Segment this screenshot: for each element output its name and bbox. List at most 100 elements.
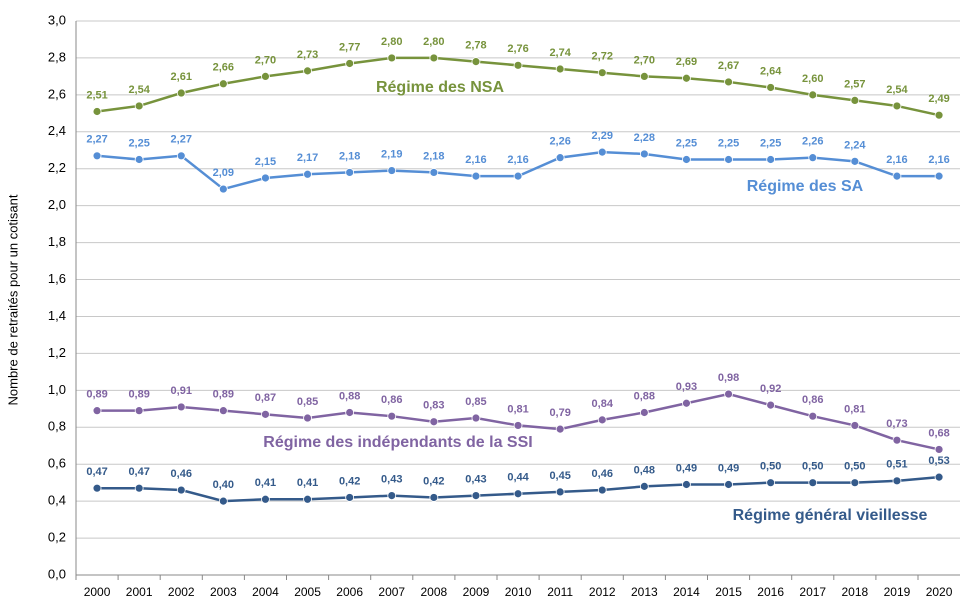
data-point — [892, 171, 902, 181]
data-label: 0,50 — [760, 461, 781, 473]
data-point — [218, 184, 228, 194]
data-point — [429, 53, 439, 63]
data-label: 0,68 — [928, 427, 949, 439]
data-point — [92, 483, 102, 493]
data-label: 2,16 — [507, 154, 528, 166]
data-point — [387, 166, 397, 175]
data-label: 0,92 — [760, 383, 781, 395]
data-label: 0,41 — [255, 477, 276, 489]
data-label: 2,28 — [634, 132, 655, 144]
data-label: 2,54 — [128, 84, 150, 96]
data-label: 0,40 — [213, 479, 234, 491]
data-point — [513, 489, 523, 499]
data-point — [218, 79, 228, 89]
data-point — [303, 494, 312, 504]
y-tick-label: 0,6 — [48, 456, 66, 471]
data-point — [597, 415, 607, 425]
data-point — [934, 472, 944, 482]
data-point — [345, 408, 355, 417]
data-point — [766, 155, 776, 164]
data-point — [850, 96, 860, 105]
data-label: 0,89 — [213, 389, 234, 401]
data-point — [808, 478, 818, 488]
data-label: 2,66 — [213, 62, 234, 74]
data-point — [639, 481, 649, 491]
data-label: 2,27 — [86, 134, 107, 146]
x-tick-label: 2001 — [126, 585, 153, 599]
series-annotation: Régime des SA — [747, 178, 864, 195]
data-point — [639, 72, 649, 81]
x-tick-label: 2002 — [168, 585, 195, 599]
data-label: 2,18 — [423, 150, 444, 162]
y-tick-label: 1,4 — [48, 308, 66, 323]
y-tick-label: 0,2 — [48, 530, 66, 545]
x-tick-label: 2014 — [673, 585, 700, 599]
y-tick-label: 2,6 — [48, 86, 66, 101]
data-point — [682, 155, 691, 164]
data-label: 2,57 — [844, 78, 865, 90]
data-label: 2,70 — [255, 54, 276, 66]
data-label: 2,09 — [213, 167, 234, 179]
y-tick-label: 2,2 — [48, 160, 66, 175]
y-tick-label: 1,2 — [48, 345, 66, 360]
data-label: 2,78 — [465, 40, 486, 52]
series-annotation: Régime des NSA — [376, 79, 504, 96]
data-label: 0,73 — [886, 418, 907, 430]
data-point — [513, 171, 523, 181]
data-point — [92, 406, 102, 416]
data-label: 0,47 — [128, 466, 149, 478]
data-label: 2,80 — [423, 36, 444, 48]
data-label: 0,47 — [86, 466, 107, 478]
y-tick-label: 0,8 — [48, 419, 66, 434]
data-point — [850, 421, 860, 430]
data-label: 0,43 — [381, 473, 402, 485]
data-point — [261, 494, 270, 504]
data-label: 2,64 — [760, 65, 782, 77]
data-label: 0,81 — [507, 403, 528, 415]
data-label: 2,49 — [928, 93, 949, 105]
data-point — [218, 406, 228, 416]
data-label: 0,91 — [171, 385, 192, 397]
data-point — [92, 107, 102, 116]
x-tick-label: 2008 — [420, 585, 447, 599]
x-tick-label: 2007 — [378, 585, 405, 599]
data-label: 0,49 — [718, 462, 739, 474]
data-label: 0,86 — [381, 394, 402, 406]
y-tick-label: 3,0 — [48, 12, 66, 27]
data-label: 2,73 — [297, 49, 318, 61]
data-label: 2,77 — [339, 41, 360, 53]
data-point — [176, 151, 186, 161]
data-point — [934, 110, 944, 120]
data-point — [387, 411, 397, 421]
data-point — [724, 480, 733, 489]
data-point — [303, 66, 312, 76]
data-label: 0,79 — [549, 407, 570, 419]
data-point — [682, 73, 691, 83]
data-point — [850, 478, 860, 488]
data-point — [303, 413, 312, 423]
data-label: 2,19 — [381, 148, 402, 160]
data-label: 0,53 — [928, 455, 949, 467]
data-label: 2,51 — [86, 89, 107, 101]
x-tick-label: 2020 — [926, 585, 953, 599]
data-point — [429, 417, 439, 427]
data-point — [345, 59, 355, 68]
y-tick-label: 0,0 — [48, 566, 66, 581]
data-point — [934, 445, 944, 454]
x-tick-label: 2011 — [547, 585, 573, 599]
data-label: 2,25 — [128, 137, 149, 149]
data-label: 0,48 — [634, 464, 655, 476]
data-point — [850, 156, 860, 166]
data-point — [724, 389, 733, 399]
x-tick-label: 2013 — [631, 585, 658, 599]
series-annotation: Régime général vieillesse — [733, 507, 928, 524]
data-label: 0,88 — [339, 390, 360, 402]
data-point — [682, 480, 691, 489]
data-point — [176, 402, 186, 412]
data-point — [639, 149, 649, 159]
data-label: 2,29 — [592, 130, 613, 142]
data-label: 2,74 — [549, 47, 571, 59]
data-label: 2,26 — [549, 136, 570, 148]
data-label: 2,16 — [886, 154, 907, 166]
